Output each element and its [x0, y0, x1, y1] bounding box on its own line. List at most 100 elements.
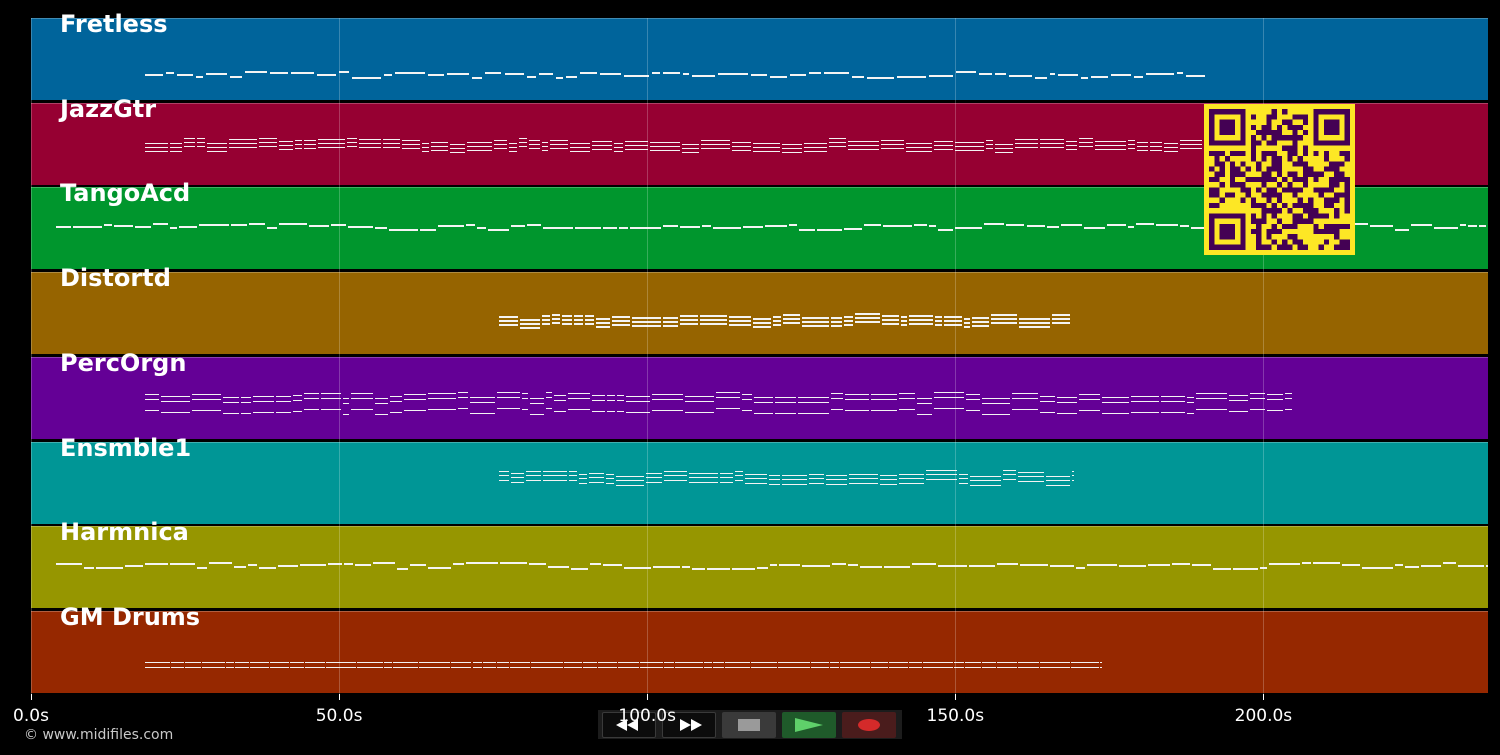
midi-note: [848, 144, 880, 147]
midi-note: [222, 396, 239, 399]
midi-note: [508, 142, 517, 145]
midi-note: [321, 392, 341, 395]
midi-note: [732, 141, 752, 144]
midi-note: [997, 563, 1019, 565]
track-fretless[interactable]: [31, 18, 1488, 100]
track-harmnica[interactable]: [31, 526, 1488, 609]
midi-note: [318, 138, 345, 141]
track-percorgn[interactable]: [31, 356, 1488, 439]
midi-note: [624, 140, 648, 143]
midi-note: [499, 316, 519, 318]
midi-note: [1405, 566, 1419, 568]
midi-note: [144, 146, 169, 149]
midi-note: [565, 76, 578, 78]
midi-note: [617, 394, 625, 397]
track-label: Harmnica: [60, 518, 189, 547]
midi-note: [1052, 318, 1071, 320]
midi-note: [1039, 411, 1055, 414]
record-button[interactable]: [842, 711, 896, 738]
midi-note: [778, 564, 800, 566]
midi-note: [342, 397, 350, 400]
midi-note: [898, 473, 924, 475]
midi-note: [504, 73, 524, 75]
midi-note: [1091, 76, 1109, 78]
midi-note: [914, 224, 927, 226]
midi-note: [569, 146, 590, 149]
midi-note: [611, 316, 630, 318]
midi-note: [871, 661, 888, 664]
midi-note: [777, 661, 810, 664]
midi-note: [613, 142, 623, 145]
midi-note: [700, 323, 727, 325]
track-ensmble1[interactable]: [31, 441, 1488, 524]
midi-note: [854, 321, 881, 323]
midi-note: [830, 325, 842, 327]
midi-note: [318, 142, 345, 145]
midi-note: [928, 225, 937, 227]
gridline: [339, 18, 341, 694]
midi-note: [293, 394, 302, 397]
midi-note: [124, 565, 143, 567]
midi-note: [493, 147, 507, 150]
midi-note: [328, 563, 342, 565]
midi-note: [1019, 326, 1051, 328]
tick-mark: [1263, 694, 1265, 700]
stop-button[interactable]: [722, 711, 776, 738]
midi-note: [375, 413, 388, 416]
midi-note: [997, 661, 1017, 664]
midi-note: [954, 141, 984, 144]
midi-note: [1046, 484, 1070, 486]
track-label: Fretless: [60, 10, 168, 38]
midi-note: [240, 401, 252, 404]
midi-note: [1137, 141, 1149, 144]
midi-note: [1017, 661, 1040, 664]
midi-note: [1015, 146, 1039, 149]
midi-note: [1070, 661, 1099, 664]
midi-note: [713, 666, 724, 669]
midi-note: [953, 666, 965, 669]
midi-note: [585, 315, 594, 317]
midi-note: [1057, 74, 1078, 76]
midi-note: [583, 661, 597, 664]
midi-note: [985, 143, 994, 146]
midi-note: [908, 319, 934, 321]
midi-note: [1177, 72, 1183, 74]
time-tick-label: 0.0s: [13, 706, 49, 726]
midi-note: [325, 661, 357, 664]
midi-note: [511, 476, 525, 478]
midi-note: [781, 143, 803, 146]
midi-note: [270, 72, 289, 74]
midi-note: [802, 321, 829, 323]
midi-note: [330, 224, 346, 226]
midi-note: [546, 396, 553, 399]
midi-note: [639, 666, 664, 669]
midi-note: [908, 323, 934, 325]
midi-note: [496, 391, 520, 394]
midi-note: [1130, 400, 1159, 403]
midi-note: [832, 563, 846, 565]
midi-note: [184, 137, 195, 140]
midi-note: [541, 315, 551, 317]
midi-note: [801, 565, 831, 567]
midi-note: [267, 227, 277, 229]
qr-code[interactable]: [1204, 104, 1355, 255]
midi-note: [458, 396, 468, 399]
midi-note: [351, 408, 374, 411]
midi-note: [900, 316, 907, 318]
midi-note: [447, 73, 470, 75]
track-distortd[interactable]: [31, 272, 1488, 355]
midi-note: [995, 73, 1006, 75]
midi-note: [541, 319, 551, 321]
track-label: GM Drums: [60, 602, 201, 631]
midi-note: [493, 139, 507, 142]
midi-note: [770, 564, 777, 566]
midi-note: [649, 141, 680, 144]
midi-note: [258, 145, 278, 148]
midi-note: [1128, 147, 1136, 150]
fast-forward-button[interactable]: [662, 711, 716, 738]
track-gm-drums[interactable]: [31, 610, 1488, 693]
rewind-button[interactable]: [602, 711, 656, 738]
midi-note: [764, 225, 787, 227]
midi-note: [250, 666, 269, 669]
play-button[interactable]: [782, 711, 836, 738]
